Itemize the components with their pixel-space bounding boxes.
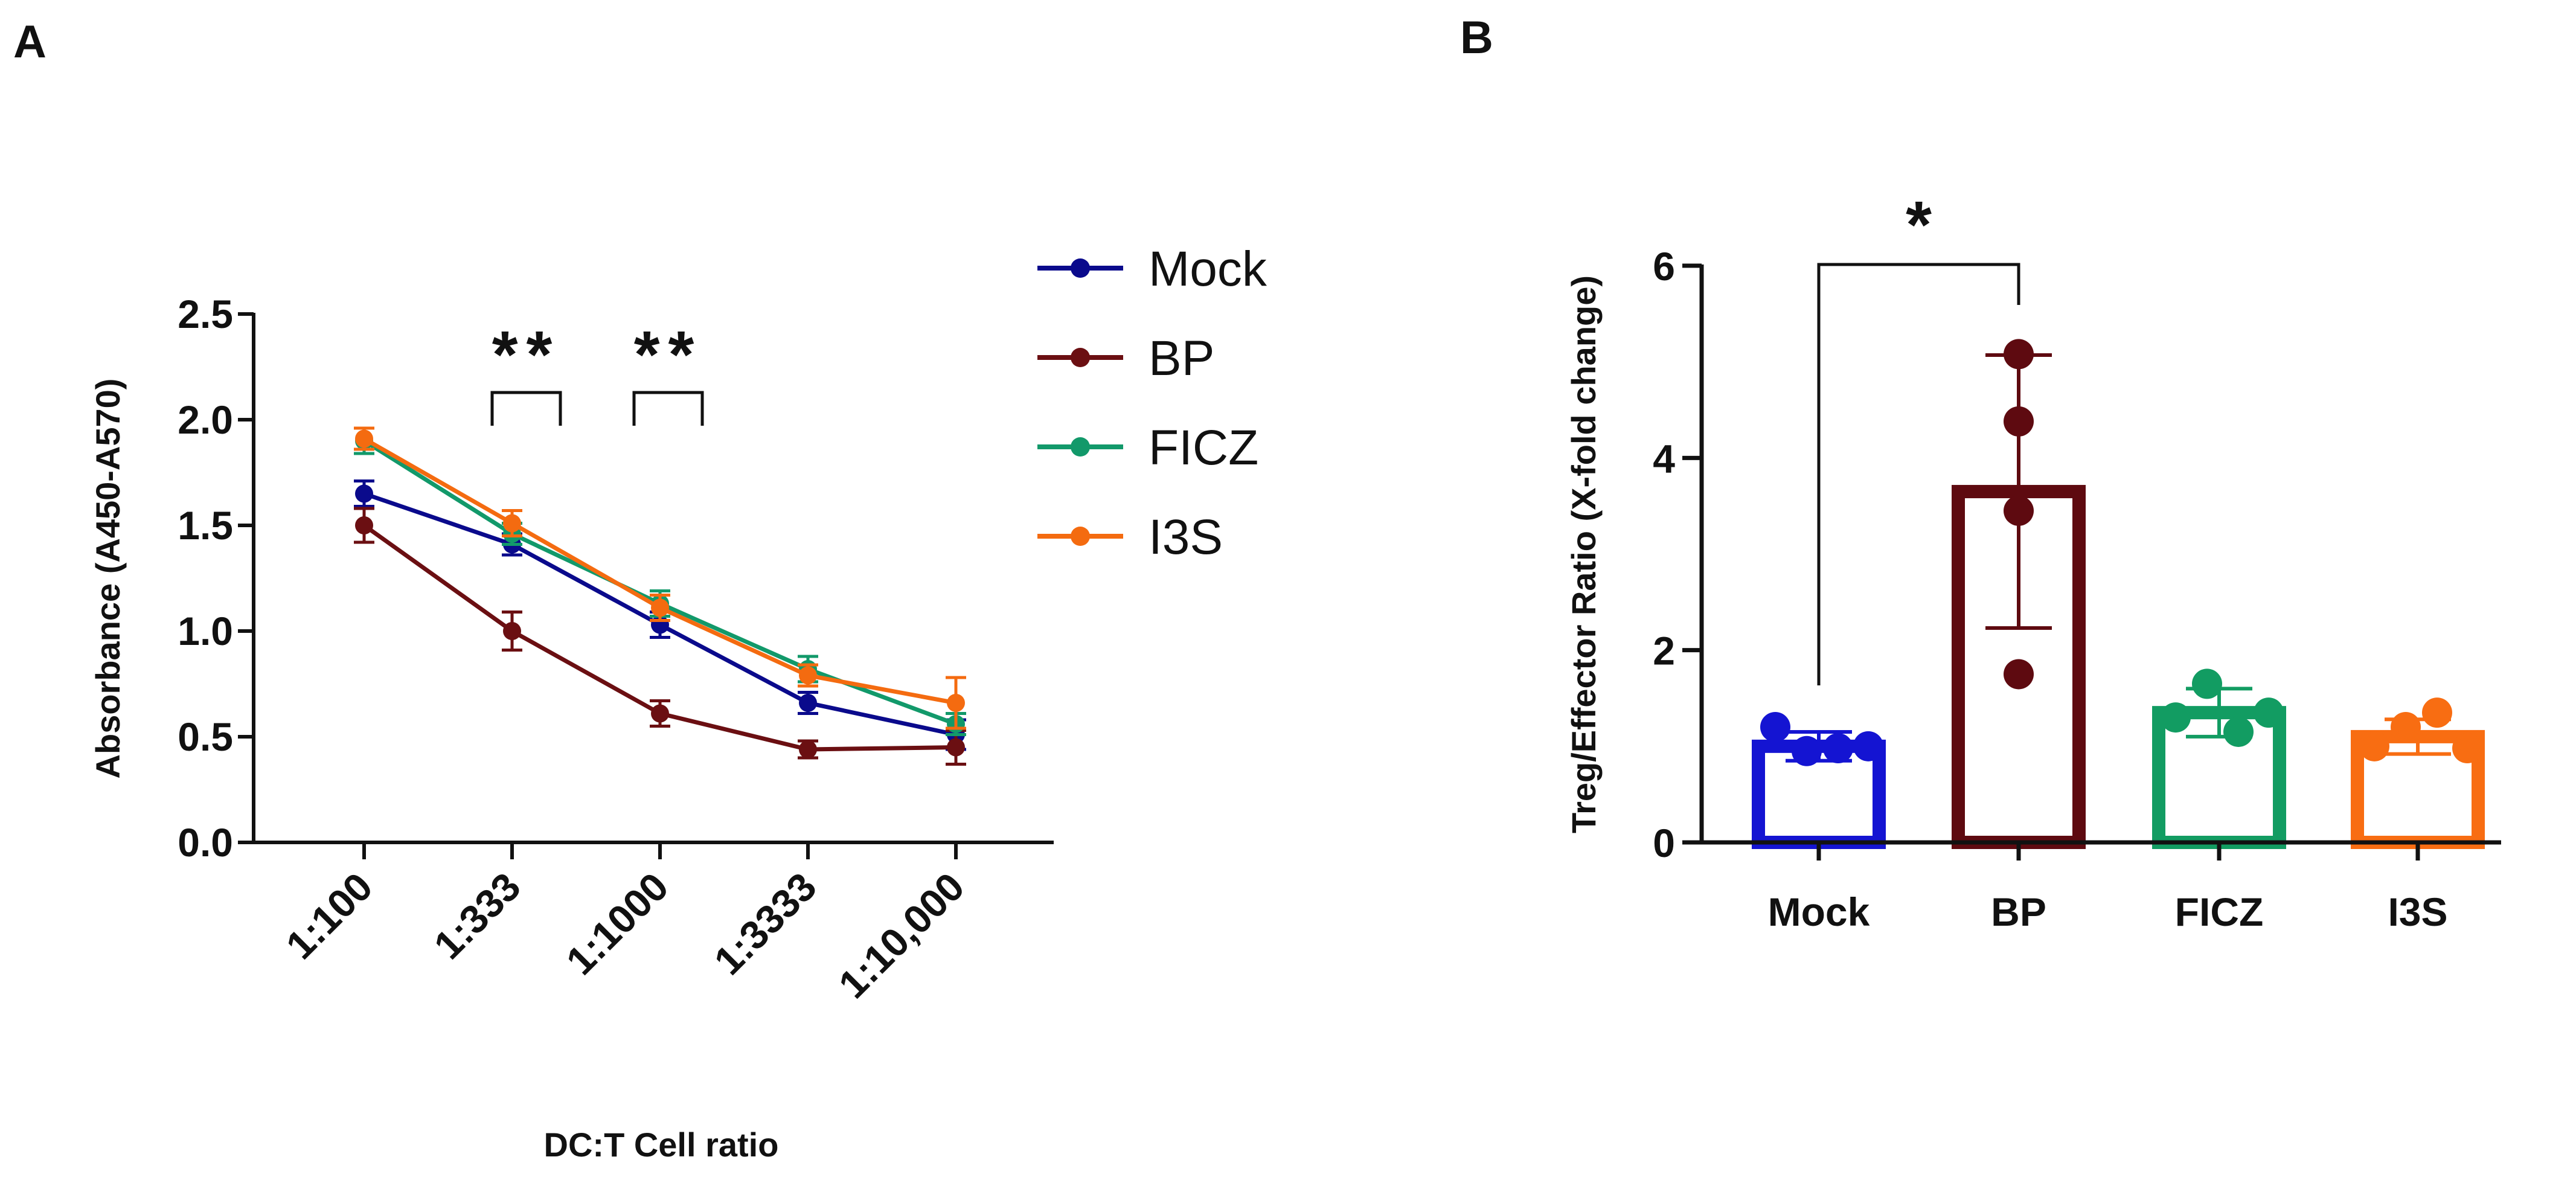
panel-a-letter: A <box>13 16 46 68</box>
panel-b-letter: B <box>1460 12 1493 63</box>
data-point-i3s <box>799 666 817 685</box>
data-point-i3s <box>503 514 521 533</box>
legend-label-i3s: I3S <box>1149 510 1223 565</box>
data-point-i3s <box>355 429 373 448</box>
x-tick-label-a: 1:10,000 <box>830 864 973 1007</box>
y-tick-label-a: 0.5 <box>178 714 233 759</box>
legend-label-mock: Mock <box>1149 242 1267 296</box>
legend-marker-i3s <box>1071 527 1090 546</box>
y-tick-label-a: 2.0 <box>178 397 233 442</box>
legend-marker-bp <box>1071 348 1090 367</box>
data-point-bp <box>2004 659 2034 690</box>
y-axis-title-b: Treg/Effector Ratio (X-fold change) <box>1565 275 1603 833</box>
x-tick-label-b: FICZ <box>2175 890 2264 934</box>
data-point-mock <box>799 694 817 712</box>
line-chart-a: 0.0 0.5 1.0 1.5 2.0 2.5 1:100 1:333 1:1000 1:3333… <box>89 292 1054 1164</box>
x-tick-label-a: 1:333 <box>425 864 529 968</box>
data-point-bp <box>355 516 373 534</box>
y-tick-label-a: 1.5 <box>178 503 233 548</box>
legend-label-ficz: FICZ <box>1149 420 1258 475</box>
legend-label-bp: BP <box>1149 331 1214 386</box>
data-point-mock <box>1823 733 1853 764</box>
x-tick-label-b: BP <box>1991 890 2046 934</box>
data-point-ficz <box>2254 697 2284 728</box>
data-point-bp <box>947 738 965 757</box>
data-point-mock <box>1853 731 1883 761</box>
data-point-bp <box>651 704 669 723</box>
data-point-mock <box>355 484 373 503</box>
significance-label-a: ** <box>634 318 703 392</box>
data-point-bp <box>503 622 521 640</box>
data-point-i3s <box>2422 697 2452 728</box>
data-point-ficz <box>2192 668 2222 699</box>
y-axis-title-a: Absorbance (A450-A570) <box>89 379 127 779</box>
significance-bracket-b <box>1817 263 2020 685</box>
significance-label-a: ** <box>492 318 561 392</box>
significance-bracket-a <box>632 391 704 426</box>
series-line-i3s <box>363 437 956 705</box>
data-point-bp <box>2004 339 2034 370</box>
data-point-i3s <box>2359 731 2389 761</box>
data-point-bp <box>2004 495 2034 526</box>
y-tick-label-b: 2 <box>1653 629 1675 673</box>
legend-marker-ficz <box>1071 437 1090 457</box>
legend-a: Mock BP FICZ I3S <box>1037 242 1267 565</box>
y-tick-label-b: 0 <box>1653 821 1675 865</box>
data-point-i3s <box>651 598 669 617</box>
data-point-i3s <box>2391 712 2421 742</box>
series-line-ficz <box>363 439 957 726</box>
x-tick-label-a: 1:100 <box>277 864 381 968</box>
x-tick-label-b: I3S <box>2388 890 2447 934</box>
x-axis-title-a: DC:T Cell ratio <box>544 1126 779 1164</box>
data-point-ficz <box>2161 702 2191 733</box>
y-tick-label-a: 2.5 <box>178 292 233 336</box>
bar-chart-b: 0 2 4 6 Mock BP FICZ I3S Treg/Effector Ratio (X-… <box>1565 188 2501 934</box>
data-point-ficz <box>2223 716 2254 747</box>
y-tick-label-a: 0.0 <box>178 820 233 865</box>
data-point-mock <box>1760 712 1790 742</box>
legend-marker-mock <box>1071 258 1090 278</box>
y-tick-label-b: 4 <box>1653 436 1675 481</box>
data-point-mock <box>1792 736 1822 766</box>
data-point-i3s <box>947 694 965 712</box>
y-tick-label-a: 1.0 <box>178 609 233 653</box>
x-tick-label-a: 1:1000 <box>557 864 677 984</box>
y-tick-label-b: 6 <box>1653 244 1675 289</box>
x-tick-label-b: Mock <box>1768 890 1870 934</box>
data-point-bp <box>2004 406 2034 437</box>
significance-label-b: * <box>1906 188 1932 262</box>
significance-bracket-a <box>490 391 562 426</box>
data-point-i3s <box>2452 733 2482 764</box>
data-point-bp <box>799 740 817 758</box>
x-tick-label-a: 1:3333 <box>705 864 825 984</box>
